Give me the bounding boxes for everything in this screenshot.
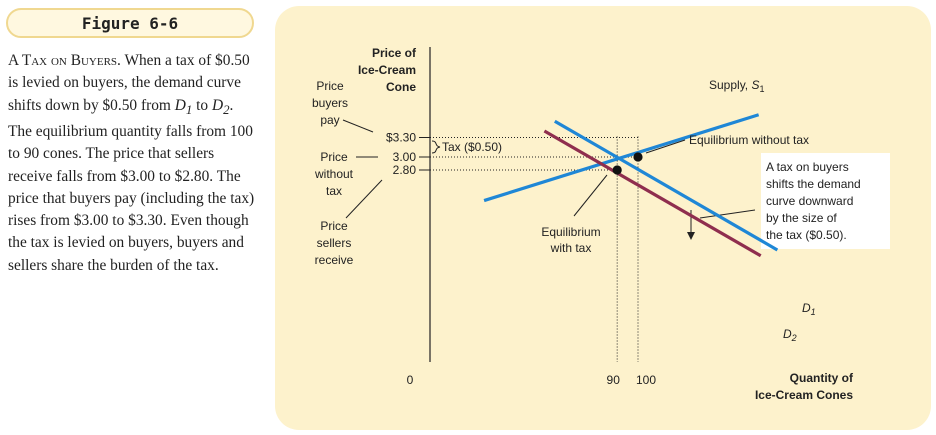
x-axis-label: Quantity of Ice-Cream Cones: [755, 371, 854, 402]
caption-heading: A Tax on Buyers.: [8, 52, 121, 69]
leader-lines: [342, 119, 686, 219]
price-sellers-receive-line-3: receive: [315, 253, 354, 267]
annotation-box: [761, 153, 890, 249]
price-buyers-pay-line-1: Price: [316, 79, 344, 93]
x-tick-label: 100: [636, 373, 656, 387]
annotation-line-5: the tax ($0.50).: [766, 228, 847, 242]
supply-curve: [483, 113, 760, 203]
caption-d2: D2: [211, 96, 230, 117]
d2-label: D2: [783, 327, 797, 343]
price-without-tax-line-1: Price: [320, 150, 348, 164]
figure-caption: A Tax on Buyers. When a tax of $0.50 is …: [8, 50, 256, 277]
caption-text-2: to: [192, 96, 212, 114]
price-without-tax-line-3: tax: [326, 184, 342, 198]
price-without-tax-line-2: without: [314, 167, 354, 181]
equilibrium-with-tax-label-2: with tax: [550, 241, 592, 255]
guide-lines: [430, 136, 639, 362]
y-axis-label: Price of Ice-Cream Cone: [358, 46, 417, 94]
caption-d1: D1: [174, 96, 193, 117]
origin-label: 0: [407, 373, 414, 387]
annotation-line-1: A tax on buyers: [766, 160, 849, 174]
caption-text-1: When a tax of $0.50 is levied on buyers,…: [8, 52, 250, 114]
price-sellers-receive-line-1: Price: [320, 219, 348, 233]
equilibrium-with-tax-point: [612, 165, 622, 175]
d1-curve: [553, 119, 779, 252]
y-tick-label: 2.80: [393, 163, 417, 177]
y-axis-label-line-2: Ice-Cream: [358, 63, 416, 77]
equilibrium-points: [612, 152, 643, 175]
tax-label: Tax ($0.50): [442, 140, 502, 154]
annotation-line-2: shifts the demand: [766, 177, 861, 191]
y-axis-label-line-1: Price of: [372, 46, 417, 60]
price-labels: Price buyers pay Price without tax Price seller…: [312, 79, 354, 267]
x-axis-label-line-2: Ice-Cream Cones: [755, 388, 853, 402]
tick-labels: $3.30 3.002.80 90 100: [386, 131, 656, 388]
y-tick-label: 3.00: [393, 150, 417, 164]
x-tick-label: 90: [607, 373, 621, 387]
tax-brace: [431, 140, 441, 154]
equilibrium-without-tax-point: [633, 152, 643, 162]
price-sellers-receive-line-2: sellers: [317, 236, 352, 250]
y-tick-label: $3.30: [386, 131, 416, 145]
annotation-text: A tax on buyers shifts the demand curve do…: [766, 160, 861, 242]
supply-label: Supply, S1: [709, 78, 765, 94]
price-buyers-pay-line-2: buyers: [312, 96, 348, 110]
annotation-line-3: curve downward: [766, 194, 853, 208]
equilibrium-without-tax-label: Equilibrium without tax: [689, 133, 809, 147]
y-axis-label-line-3: Cone: [386, 80, 416, 94]
annotation-line-4: by the size of: [766, 211, 837, 225]
curves: [483, 113, 779, 258]
shift-arrowhead: [687, 232, 695, 240]
d1-label: D1: [802, 301, 816, 317]
d2-curve: [543, 129, 762, 258]
equilibrium-with-tax-label-1: Equilibrium: [541, 225, 600, 239]
caption-text-3: . The equilibrium quantity falls from 10…: [8, 96, 255, 274]
x-axis-label-line-1: Quantity of: [790, 371, 854, 385]
price-buyers-pay-line-3: pay: [320, 113, 339, 127]
annotation-pointer: [699, 209, 756, 219]
figure-label: Figure 6-6: [6, 8, 254, 38]
